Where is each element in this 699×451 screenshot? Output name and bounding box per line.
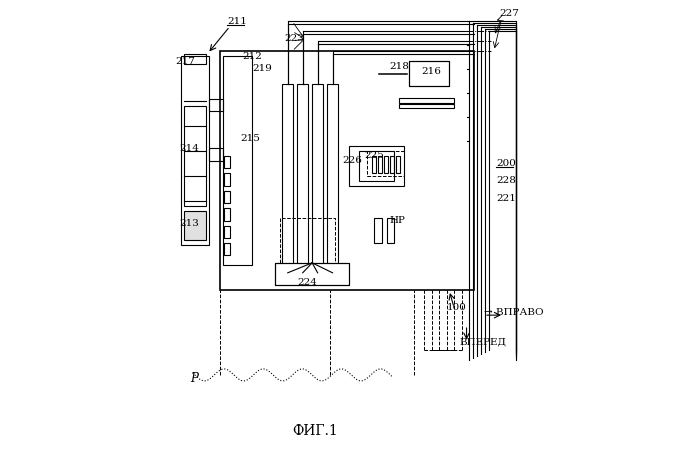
Bar bbox=[372, 156, 376, 173]
Bar bbox=[275, 263, 350, 285]
Text: НР: НР bbox=[389, 216, 405, 225]
Text: 223: 223 bbox=[284, 34, 305, 43]
Bar bbox=[224, 226, 230, 238]
Bar bbox=[399, 97, 454, 103]
Bar bbox=[224, 156, 230, 168]
Bar bbox=[409, 61, 449, 86]
Text: 227: 227 bbox=[499, 9, 519, 18]
Text: 100: 100 bbox=[447, 303, 466, 312]
Text: ФИГ.1: ФИГ.1 bbox=[291, 423, 338, 437]
Bar bbox=[367, 151, 404, 176]
Text: 221: 221 bbox=[496, 193, 517, 202]
Text: 225: 225 bbox=[364, 151, 384, 160]
Bar bbox=[387, 218, 394, 243]
Text: 219: 219 bbox=[252, 64, 272, 73]
Bar bbox=[224, 208, 230, 221]
Text: 226: 226 bbox=[342, 156, 362, 165]
Text: 215: 215 bbox=[240, 134, 260, 143]
Bar bbox=[399, 105, 454, 108]
Bar bbox=[327, 83, 338, 273]
Text: 228: 228 bbox=[496, 176, 517, 185]
Bar bbox=[220, 51, 474, 290]
Text: 218: 218 bbox=[389, 62, 409, 71]
Bar bbox=[409, 61, 449, 86]
Text: 214: 214 bbox=[179, 144, 199, 153]
Bar bbox=[375, 218, 382, 243]
Bar bbox=[384, 156, 388, 173]
Bar bbox=[378, 156, 382, 173]
Bar bbox=[359, 151, 394, 181]
Text: 200: 200 bbox=[496, 159, 517, 168]
Bar bbox=[224, 173, 230, 186]
Bar bbox=[282, 83, 293, 273]
Bar bbox=[222, 56, 252, 265]
Text: 217: 217 bbox=[175, 57, 195, 66]
Bar bbox=[396, 156, 400, 173]
Bar bbox=[208, 148, 224, 161]
Text: 213: 213 bbox=[179, 218, 199, 227]
Bar bbox=[184, 211, 206, 240]
Bar bbox=[184, 106, 206, 206]
Text: 224: 224 bbox=[297, 278, 317, 287]
Text: 216: 216 bbox=[421, 67, 442, 76]
Text: 211: 211 bbox=[227, 17, 247, 26]
Bar bbox=[184, 54, 206, 64]
Bar bbox=[208, 98, 224, 111]
Text: 212: 212 bbox=[243, 52, 262, 61]
Bar bbox=[297, 83, 308, 273]
Bar bbox=[275, 263, 350, 285]
Bar bbox=[181, 56, 208, 245]
Bar bbox=[312, 83, 323, 273]
Bar bbox=[280, 218, 335, 278]
Bar bbox=[224, 243, 230, 255]
Text: → ВПРАВО: → ВПРАВО bbox=[484, 308, 544, 317]
Bar bbox=[390, 156, 394, 173]
Bar bbox=[224, 191, 230, 203]
Text: ВПЕРЕД: ВПЕРЕД bbox=[459, 338, 506, 347]
Text: P: P bbox=[190, 373, 198, 385]
Bar bbox=[350, 146, 404, 186]
